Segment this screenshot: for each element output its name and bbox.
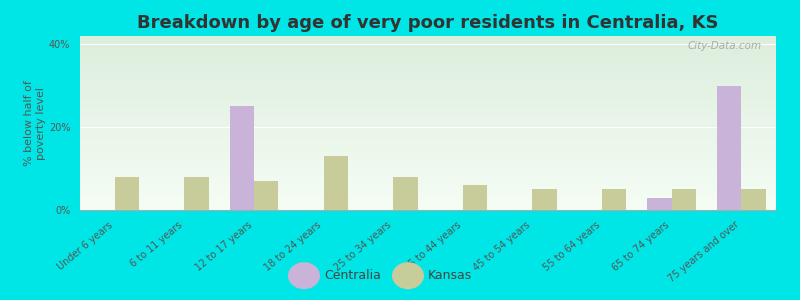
Text: City-Data.com: City-Data.com: [688, 41, 762, 51]
Bar: [115, 177, 139, 210]
Bar: [647, 198, 672, 210]
Bar: [254, 181, 278, 210]
Bar: [672, 189, 696, 210]
Title: Breakdown by age of very poor residents in Centralia, KS: Breakdown by age of very poor residents …: [138, 14, 718, 32]
Bar: [394, 177, 418, 210]
Y-axis label: % below half of
poverty level: % below half of poverty level: [24, 80, 46, 166]
Bar: [717, 86, 741, 210]
Bar: [742, 189, 766, 210]
Text: Kansas: Kansas: [428, 269, 472, 282]
Ellipse shape: [392, 262, 424, 289]
Bar: [323, 156, 348, 210]
Bar: [602, 189, 626, 210]
Bar: [230, 106, 254, 210]
Ellipse shape: [288, 262, 320, 289]
Bar: [533, 189, 557, 210]
Bar: [463, 185, 487, 210]
Text: Centralia: Centralia: [324, 269, 381, 282]
Bar: [185, 177, 209, 210]
